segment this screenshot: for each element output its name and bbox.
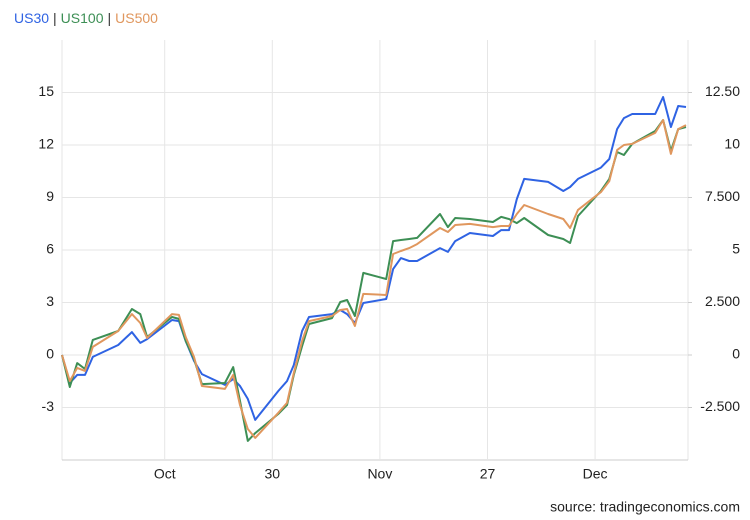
x-tick-label: 30 [265, 466, 281, 482]
x-tick-label: Nov [367, 466, 392, 482]
y2-tick-label: 0 [732, 346, 740, 362]
y2-tick-label: 10 [724, 136, 740, 152]
y-tick-label: 15 [38, 83, 54, 99]
y2-tick-label: 5 [732, 241, 740, 257]
y-tick-label: 6 [46, 241, 54, 257]
source: source: tradingeconomics.com [550, 499, 740, 515]
x-tick-label: Oct [154, 466, 176, 482]
line-series [61, 119, 687, 439]
y-tick-label: -3 [42, 398, 55, 414]
y2-tick-label: 12.50 [705, 83, 740, 99]
y-tick-label: 9 [46, 188, 54, 204]
legend-entry: US30 [14, 10, 49, 26]
y-tick-label: 0 [46, 346, 54, 362]
line-series [61, 119, 687, 442]
x-tick-label: 27 [480, 466, 496, 482]
legend-separator: | [107, 10, 111, 26]
y-tick-label: 12 [38, 136, 54, 152]
x-tick-label: Dec [583, 466, 608, 482]
legend-entry: US500 [115, 10, 158, 26]
legend-entry: US100 [61, 10, 104, 26]
legend-separator: | [53, 10, 57, 26]
line-series [61, 96, 687, 421]
y-tick-label: 3 [46, 293, 54, 309]
y2-tick-label: 7.500 [705, 188, 740, 204]
legend: US30 | US100 | US500 [14, 10, 158, 26]
y2-tick-label: -2.500 [700, 398, 740, 414]
y2-tick-label: 2.500 [705, 293, 740, 309]
